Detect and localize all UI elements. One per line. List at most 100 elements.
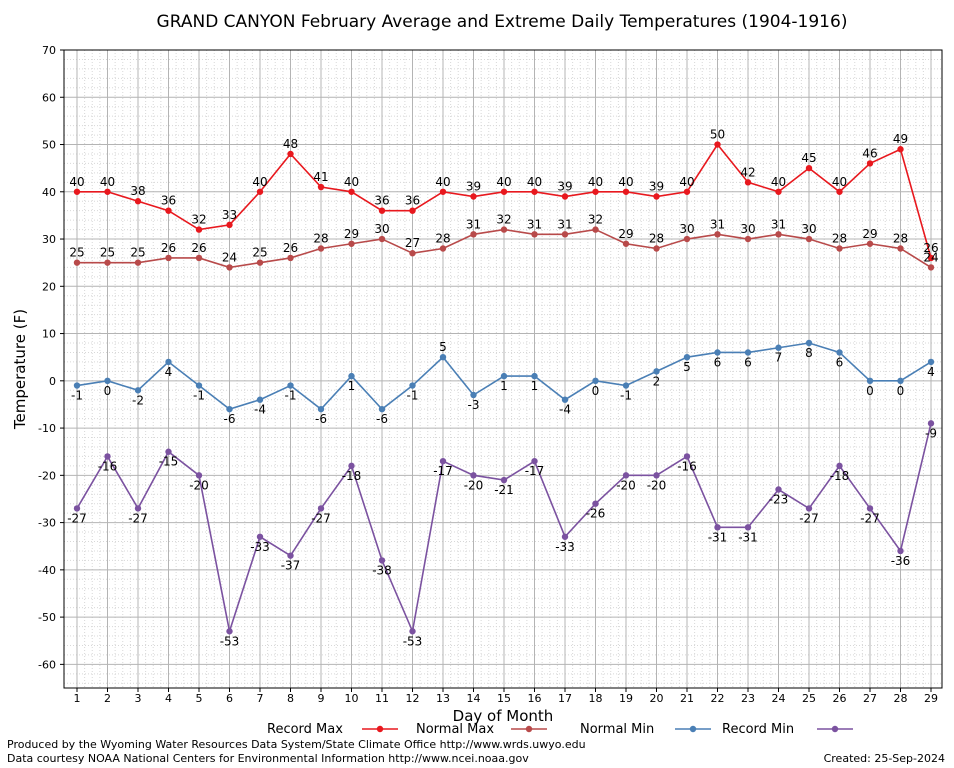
data-label: 0 bbox=[592, 384, 600, 398]
x-tick-label: 24 bbox=[772, 692, 786, 705]
legend-swatch-marker bbox=[525, 725, 533, 733]
y-tick-label: -50 bbox=[38, 611, 56, 624]
y-tick-label: 30 bbox=[42, 233, 56, 246]
x-tick-label: 15 bbox=[497, 692, 511, 705]
data-point bbox=[226, 221, 233, 229]
data-label: 32 bbox=[588, 213, 603, 227]
data-point bbox=[683, 188, 691, 195]
data-point bbox=[653, 472, 660, 479]
x-tick-label: 1 bbox=[74, 692, 81, 705]
x-tick-label: 14 bbox=[467, 692, 481, 705]
data-point bbox=[195, 382, 203, 389]
x-tick-label: 13 bbox=[436, 692, 450, 705]
data-point bbox=[195, 226, 203, 233]
data-point bbox=[836, 349, 843, 356]
x-tick-label: 20 bbox=[650, 692, 664, 705]
data-point bbox=[256, 533, 264, 540]
data-label: 26 bbox=[191, 241, 206, 255]
data-point bbox=[836, 245, 843, 252]
data-point bbox=[104, 377, 111, 385]
data-label: 49 bbox=[893, 132, 908, 146]
x-tick-label: 22 bbox=[711, 692, 725, 705]
x-tick-label: 23 bbox=[741, 692, 755, 705]
x-tick-label: 25 bbox=[802, 692, 816, 705]
data-point bbox=[378, 207, 386, 214]
data-point bbox=[287, 254, 294, 262]
data-label: -3 bbox=[468, 398, 480, 412]
data-point bbox=[622, 382, 630, 389]
data-point bbox=[104, 259, 111, 266]
data-point bbox=[653, 245, 660, 252]
legend-swatch-marker bbox=[376, 725, 384, 733]
data-point bbox=[744, 349, 752, 356]
data-point bbox=[226, 628, 233, 635]
data-label: 2 bbox=[653, 374, 661, 388]
data-point bbox=[531, 188, 538, 195]
data-label: 5 bbox=[439, 340, 447, 354]
y-tick-label: 70 bbox=[42, 44, 56, 57]
data-label: 4 bbox=[927, 365, 935, 379]
data-label: -33 bbox=[555, 540, 575, 554]
data-label: -20 bbox=[616, 478, 636, 492]
data-point bbox=[683, 453, 691, 460]
data-point bbox=[866, 160, 874, 167]
y-tick-label: -30 bbox=[38, 517, 56, 530]
data-point bbox=[348, 372, 355, 380]
data-point bbox=[73, 505, 81, 512]
data-label: 6 bbox=[714, 355, 722, 369]
data-point bbox=[653, 193, 660, 200]
data-label: -16 bbox=[98, 459, 118, 473]
data-point bbox=[897, 146, 904, 153]
data-label: -27 bbox=[799, 511, 819, 525]
data-label: -53 bbox=[403, 634, 423, 648]
data-point bbox=[256, 188, 264, 195]
data-label: 40 bbox=[496, 175, 511, 189]
data-label: 29 bbox=[618, 227, 633, 241]
data-point bbox=[561, 396, 569, 403]
x-tick-label: 18 bbox=[589, 692, 603, 705]
data-point bbox=[866, 377, 874, 385]
data-label: -1 bbox=[285, 389, 297, 403]
data-point bbox=[165, 358, 172, 366]
y-axis-ticks: 70 60 50 40 30 20 10 0 -10 -20 -30 -40 -50 -60 bbox=[38, 44, 64, 671]
data-label: 0 bbox=[897, 384, 905, 398]
legend-label: Record Min bbox=[722, 722, 794, 737]
data-point bbox=[805, 339, 813, 347]
data-label: -6 bbox=[224, 412, 236, 426]
data-label: 26 bbox=[283, 241, 298, 255]
data-point bbox=[134, 387, 142, 394]
legend-item: Normal Max bbox=[416, 722, 547, 737]
data-point bbox=[195, 472, 203, 479]
data-point bbox=[561, 193, 569, 200]
data-label: -26 bbox=[586, 507, 606, 521]
data-label: 40 bbox=[252, 175, 267, 189]
data-label: -20 bbox=[189, 478, 209, 492]
data-point bbox=[439, 353, 447, 361]
data-label: 25 bbox=[100, 246, 115, 260]
data-label: 39 bbox=[649, 180, 664, 194]
x-tick-label: 16 bbox=[528, 692, 542, 705]
data-point bbox=[927, 358, 935, 366]
x-axis-label: Day of Month bbox=[453, 707, 554, 725]
data-point bbox=[226, 405, 233, 413]
data-label: -17 bbox=[433, 464, 453, 478]
data-label: 28 bbox=[435, 231, 450, 245]
data-point bbox=[317, 245, 325, 252]
data-point bbox=[683, 235, 691, 243]
footer-producer: Produced by the Wyoming Water Resources … bbox=[7, 738, 586, 751]
data-label: 26 bbox=[923, 241, 938, 255]
data-label: 46 bbox=[862, 146, 877, 160]
data-point bbox=[531, 231, 538, 238]
grid-lines bbox=[64, 49, 942, 688]
data-point bbox=[378, 557, 386, 564]
data-label: -38 bbox=[372, 563, 392, 577]
data-point bbox=[348, 188, 355, 195]
data-point bbox=[744, 524, 752, 531]
data-label: -23 bbox=[769, 493, 789, 507]
data-point bbox=[897, 547, 904, 555]
legend-item: Record Min bbox=[722, 722, 853, 737]
data-point bbox=[104, 453, 111, 460]
x-tick-label: 26 bbox=[833, 692, 847, 705]
data-label: 42 bbox=[740, 165, 755, 179]
data-point bbox=[744, 235, 752, 243]
